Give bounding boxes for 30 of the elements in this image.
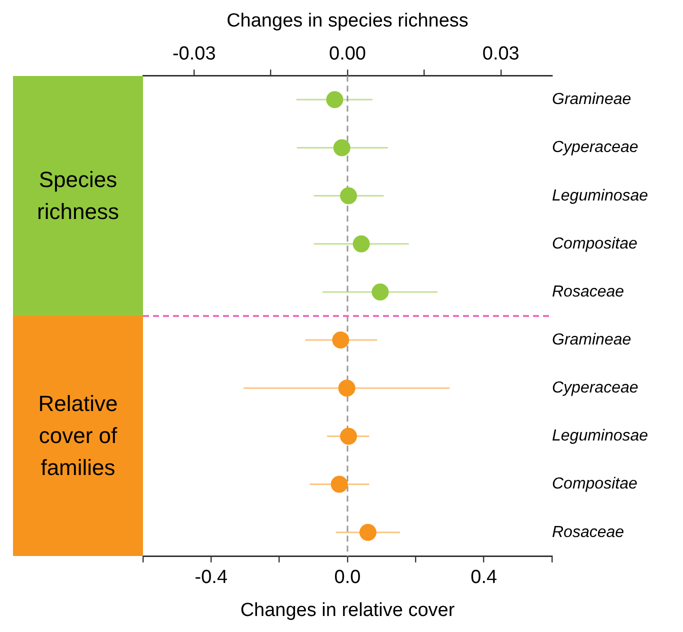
point bbox=[340, 187, 358, 204]
y-tick-label: Cyperaceae bbox=[552, 380, 638, 397]
x2-tick-label: 0.03 bbox=[482, 43, 520, 64]
x2-tick-label: -0.03 bbox=[172, 43, 216, 64]
point bbox=[372, 283, 389, 300]
x-axis-title: Changes in relative cover bbox=[240, 600, 456, 621]
x-tick-label: 0.0 bbox=[334, 567, 361, 588]
y-tick-label: Leguminosae bbox=[552, 187, 648, 204]
y-tick-label: Compositae bbox=[552, 476, 638, 493]
point bbox=[333, 139, 350, 156]
y-tick-label: Leguminosae bbox=[552, 428, 648, 445]
y-tick-label: Gramineae bbox=[552, 331, 632, 348]
group-label-block: Relative cover of families bbox=[13, 316, 143, 556]
point bbox=[338, 380, 356, 397]
y-tick-label: Gramineae bbox=[552, 91, 632, 108]
y-tick-label: Rosaceae bbox=[552, 524, 624, 541]
point bbox=[352, 235, 370, 252]
y-tick-label: Compositae bbox=[552, 235, 638, 252]
x2-axis-title: Changes in species richness bbox=[226, 10, 468, 32]
x-tick-label: -0.4 bbox=[194, 567, 228, 588]
point bbox=[326, 91, 344, 108]
point bbox=[330, 476, 348, 493]
x-tick-label: 0.4 bbox=[470, 567, 498, 588]
group-label-block: Species richness bbox=[13, 76, 143, 316]
point bbox=[359, 524, 376, 541]
y-tick-label: Rosaceae bbox=[552, 283, 624, 300]
y-tick-label: Cyperaceae bbox=[552, 139, 638, 156]
point bbox=[332, 332, 350, 349]
point bbox=[340, 428, 358, 445]
x2-tick-label: 0.00 bbox=[329, 43, 366, 64]
